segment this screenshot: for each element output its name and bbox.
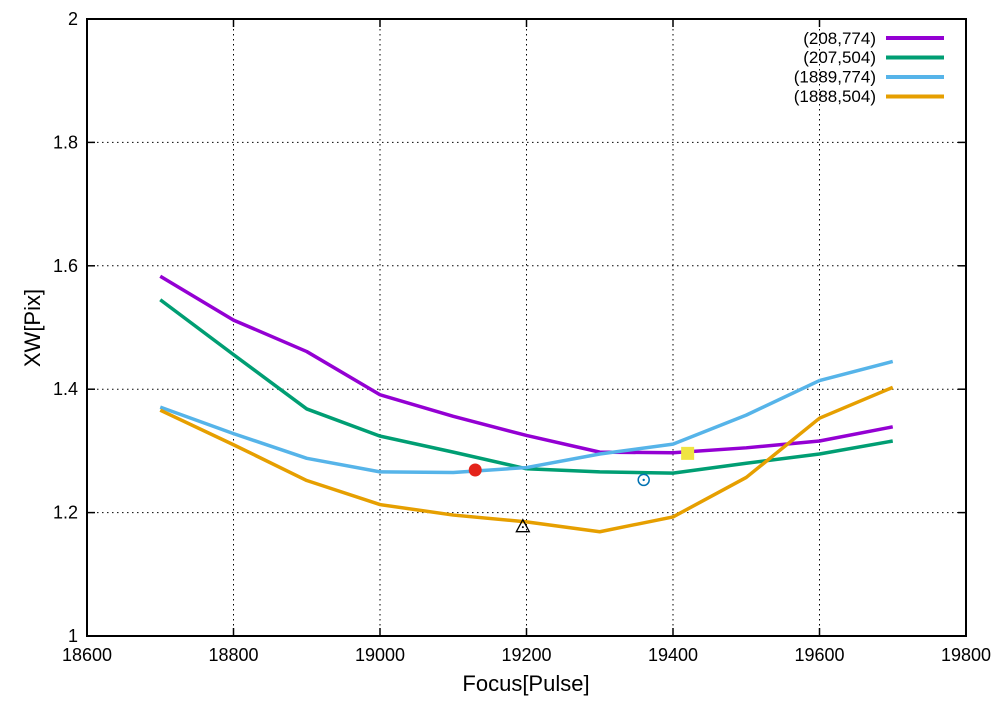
open-triangle-marker-dot	[521, 526, 524, 529]
filled-square-marker	[681, 446, 695, 460]
y-tick-label: 1.2	[53, 503, 78, 523]
markers-layer	[468, 446, 695, 533]
x-tick-label: 19200	[501, 645, 551, 665]
legend-label-series-1: (208,774)	[803, 29, 876, 48]
x-tick-label: 19000	[355, 645, 405, 665]
legend-entry: (1888,504)	[794, 87, 944, 106]
filled-circle-marker	[468, 463, 482, 477]
x-tick-label: 18600	[62, 645, 112, 665]
curves-layer	[159, 274, 894, 534]
tick-layer	[86, 18, 967, 637]
x-tick-label: 19400	[648, 645, 698, 665]
x-tick-label: 19600	[794, 645, 844, 665]
grid-layer	[87, 19, 966, 636]
curve-series-1	[159, 274, 894, 455]
open-circle-marker	[637, 473, 650, 487]
legend-label-series-3: (1889,774)	[794, 68, 876, 87]
open-triangle-marker	[515, 518, 531, 533]
legend-label-series-4: (1888,504)	[794, 87, 876, 106]
legend-entry: (207,504)	[803, 48, 944, 67]
y-tick-label: 2	[68, 9, 78, 29]
legend-entry: (1889,774)	[794, 68, 944, 87]
x-tick-label: 19800	[941, 645, 991, 665]
y-tick-label: 1	[68, 626, 78, 646]
legend: (208,774) (207,504) (1889,774) (1888,504…	[794, 29, 944, 106]
legend-label-series-2: (207,504)	[803, 48, 876, 67]
open-circle-marker-dot	[642, 478, 645, 482]
x-axis-label: Focus[Pulse]	[462, 671, 589, 696]
y-tick-label: 1.8	[53, 132, 78, 152]
plot-border	[86, 18, 967, 637]
curve-series-3	[159, 359, 894, 475]
y-axis-label: XW[Pix]	[20, 289, 45, 367]
x-tick-label: 18800	[208, 645, 258, 665]
y-tick-label: 1.4	[53, 379, 78, 399]
tick-label-layer: 18600 18800 19000 19200 19400 19600 19800 1 1.2 1…	[53, 9, 991, 665]
curve-series-4	[159, 385, 894, 534]
legend-entry: (208,774)	[803, 29, 944, 48]
y-tick-label: 1.6	[53, 256, 78, 276]
